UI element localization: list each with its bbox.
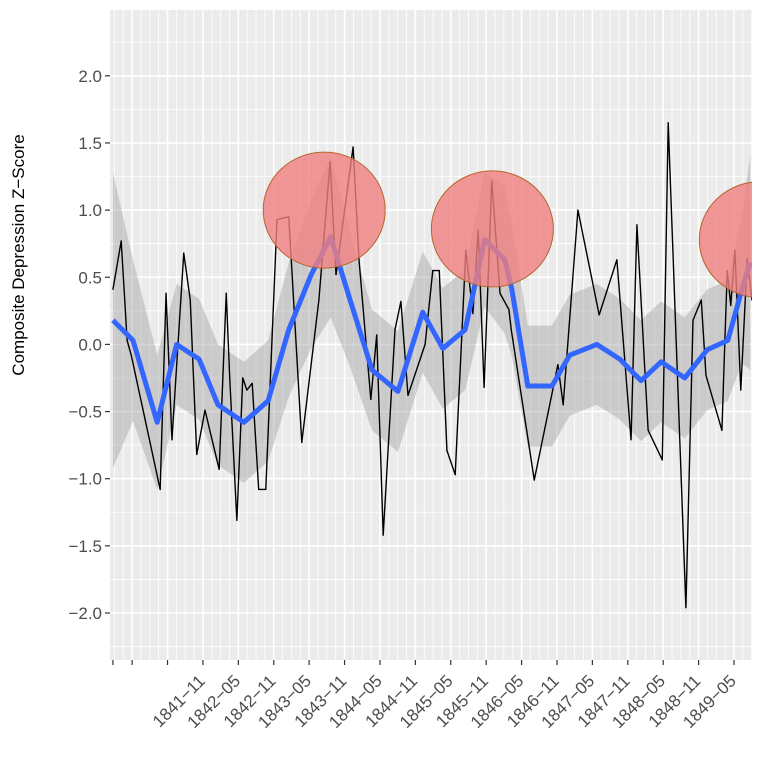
data-point-zscore	[685, 607, 687, 609]
y-tick-label: 1.5	[78, 134, 102, 153]
data-point-zscore	[251, 382, 253, 384]
data-point-zscore	[218, 468, 220, 470]
data-point-zscore	[472, 312, 474, 315]
data-point-zscore	[630, 439, 632, 441]
data-point-zscore	[229, 378, 231, 380]
data-point-zscore	[165, 292, 167, 294]
data-point-zscore	[432, 269, 434, 272]
data-point-zscore	[301, 441, 303, 444]
data-point-zscore	[454, 474, 456, 476]
data-point-zscore	[499, 292, 501, 294]
data-point-zscore	[721, 429, 723, 431]
highlight-circle	[698, 181, 752, 298]
data-point-zscore	[667, 122, 669, 124]
data-point-zscore	[358, 259, 360, 261]
data-point-zscore	[424, 343, 426, 346]
data-point-zscore	[446, 449, 448, 452]
data-point-zscore	[577, 209, 579, 211]
data-point-zscore	[616, 259, 618, 261]
data-point-zscore	[598, 314, 600, 316]
y-tick-label: −2.0	[68, 604, 102, 623]
data-point-zscore	[438, 269, 440, 272]
data-point-zscore	[751, 299, 752, 301]
data-point-zscore	[661, 459, 663, 461]
series-line-zscore	[112, 122, 752, 609]
data-point-zscore	[647, 429, 649, 431]
data-point-zscore	[189, 299, 191, 301]
data-point-zscore	[126, 339, 128, 341]
y-tick-label: 0.5	[78, 268, 102, 287]
data-point-zscore	[382, 534, 384, 536]
y-tick-label: 0.0	[78, 335, 102, 354]
y-tick-label: −0.5	[68, 403, 102, 422]
highlight-circle	[262, 151, 386, 269]
data-point-zscore	[740, 389, 742, 391]
data-point-zscore	[246, 389, 248, 391]
data-point-zscore	[120, 240, 122, 242]
data-point-zscore	[318, 299, 320, 301]
data-point-zscore	[242, 377, 244, 379]
data-point-zscore	[265, 488, 267, 491]
data-point-zscore	[705, 374, 707, 376]
data-point-zscore	[171, 439, 173, 441]
data-point-zscore	[533, 479, 535, 481]
y-tick-label: 1.0	[78, 201, 102, 220]
y-axis-title: Composite Depression Z−Score	[9, 134, 28, 375]
data-point-zscore	[394, 329, 396, 331]
data-point-zscore	[400, 300, 402, 303]
data-point-zscore	[510, 329, 512, 331]
plot-marks	[111, 122, 752, 609]
data-point-zscore	[258, 488, 260, 491]
data-point-zscore	[204, 409, 206, 411]
data-point-zscore	[225, 292, 227, 294]
y-tick-label: −1.5	[68, 537, 102, 556]
data-point-zscore	[730, 304, 732, 307]
data-point-zscore	[508, 308, 510, 311]
data-point-zscore	[562, 404, 564, 406]
data-point-zscore	[370, 398, 372, 401]
data-point-zscore	[700, 299, 702, 301]
y-tick-label: 2.0	[78, 67, 102, 86]
data-point-zscore	[376, 334, 378, 336]
data-point-zscore	[335, 273, 337, 276]
y-tick-label: −1.0	[68, 470, 102, 489]
data-point-zscore	[236, 519, 238, 521]
data-point-zscore	[352, 146, 354, 148]
gridlines	[110, 10, 753, 660]
confidence-ribbon	[112, 155, 751, 490]
data-point-zscore	[183, 252, 185, 254]
data-point-zscore	[692, 319, 694, 321]
highlight-circle	[430, 170, 554, 288]
plot-panel	[110, 10, 752, 660]
data-point-zscore	[112, 288, 114, 290]
data-point-zscore	[159, 488, 161, 491]
data-point-zscore	[407, 394, 409, 397]
series-line-trend	[111, 234, 752, 425]
data-point-zscore	[196, 453, 198, 456]
data-point-zscore	[130, 354, 132, 356]
data-point-zscore	[483, 386, 485, 388]
data-point-zscore	[550, 398, 552, 401]
data-point-zscore	[636, 224, 638, 226]
data-point-zscore	[557, 363, 559, 366]
